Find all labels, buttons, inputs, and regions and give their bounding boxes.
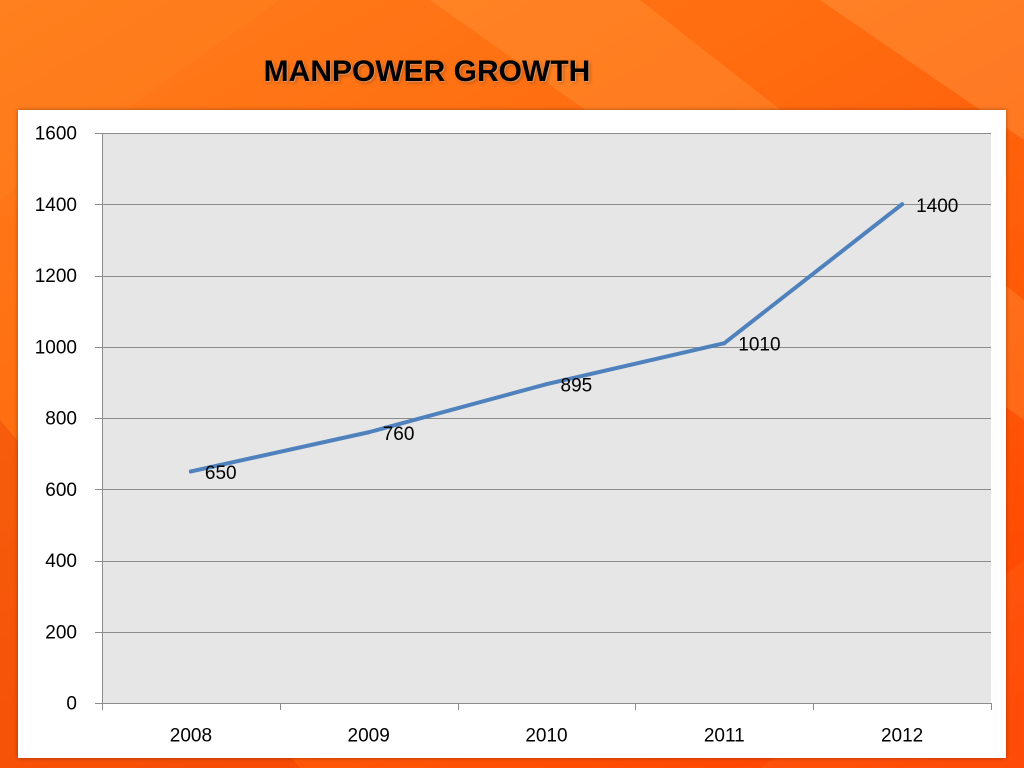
background-facet: [820, 0, 1024, 140]
x-tick-label: 2010: [525, 726, 567, 747]
y-tick-label: 1200: [35, 266, 77, 287]
y-tick-label: 800: [45, 409, 77, 430]
y-tick-label: 1400: [35, 195, 77, 216]
y-tick-label: 400: [45, 551, 77, 572]
data-label: 1010: [738, 335, 780, 356]
y-tick-label: 0: [66, 694, 77, 715]
data-label: 650: [205, 463, 237, 484]
data-label: 1400: [916, 196, 958, 217]
y-tick-label: 200: [45, 622, 77, 643]
data-point: [900, 202, 905, 207]
data-point: [544, 382, 549, 387]
chart-title: MANPOWER GROWTH: [263, 55, 591, 88]
y-tick-label: 1000: [35, 337, 77, 358]
x-tick-label: 2012: [881, 726, 923, 747]
x-tick-label: 2011: [704, 726, 745, 747]
x-tick-label: 2009: [348, 726, 390, 747]
data-label: 895: [561, 376, 593, 397]
x-tick-label: 2008: [170, 726, 212, 747]
data-point: [188, 469, 193, 474]
data-point: [722, 341, 727, 346]
data-point: [366, 430, 371, 435]
y-tick-label: 600: [45, 480, 77, 501]
y-tick-label: 1600: [35, 124, 77, 145]
data-label: 760: [383, 424, 415, 445]
